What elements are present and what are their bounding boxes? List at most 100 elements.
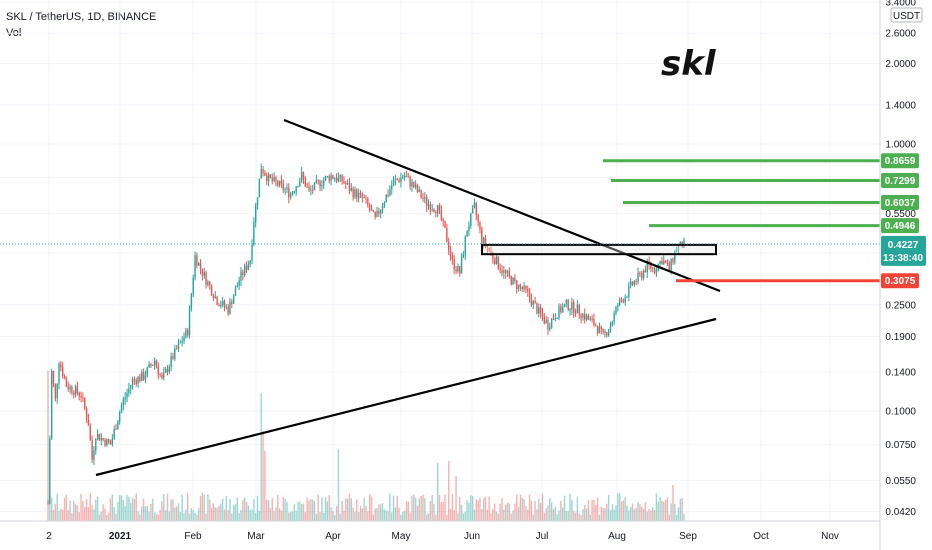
candle-body — [563, 304, 566, 307]
candle-body — [348, 183, 351, 191]
volume-bar — [433, 503, 435, 521]
candle-body — [199, 262, 202, 269]
volume-bar — [512, 510, 514, 521]
candle-body — [556, 318, 558, 320]
currency-badge[interactable]: USDT — [890, 7, 923, 23]
volume-bar — [277, 494, 279, 521]
candle-body — [236, 285, 239, 288]
candle-body — [532, 301, 534, 305]
candle-body — [212, 295, 215, 299]
volume-bar — [264, 451, 266, 521]
volume-bar — [334, 514, 336, 521]
candle-body — [203, 272, 205, 276]
volume-bar — [405, 501, 408, 521]
volume-bar — [541, 493, 544, 521]
candle-body — [73, 392, 75, 395]
ascending-trendline[interactable] — [95, 317, 717, 477]
candle-body — [457, 266, 459, 272]
volume-bar — [413, 494, 415, 521]
candle-body — [661, 260, 663, 265]
volume-bar — [175, 506, 178, 521]
volume-bar — [166, 493, 169, 521]
candle-body — [578, 304, 580, 315]
volume-bar — [205, 513, 207, 521]
candle-body — [471, 207, 474, 214]
candle-body — [159, 374, 161, 376]
volume-bar — [142, 498, 145, 521]
volume-bar — [561, 507, 564, 521]
candle-body — [214, 296, 216, 299]
volume-bar — [475, 499, 477, 521]
candle-body — [512, 277, 514, 285]
volume-bar — [435, 514, 437, 521]
volume-bar — [598, 514, 601, 521]
candle-body — [679, 241, 682, 246]
candle-body — [593, 318, 595, 326]
volume-bar — [593, 499, 595, 521]
candle-body — [448, 241, 450, 251]
volume-bar — [589, 514, 591, 521]
volume-bar — [578, 513, 580, 521]
candle-body — [47, 503, 49, 505]
volume-bar — [495, 511, 498, 521]
volume-bar — [459, 497, 461, 521]
price-level-badge — [881, 273, 919, 289]
candle-body — [67, 386, 69, 390]
volume-bar — [508, 503, 511, 521]
volume-bar — [253, 499, 255, 521]
volume-bar — [368, 494, 371, 521]
volume-bar — [324, 497, 327, 521]
volume-bar — [365, 505, 367, 521]
volume-bars — [47, 371, 685, 521]
candle-body — [247, 264, 250, 270]
volume-bar — [661, 501, 663, 521]
volume-bar — [302, 503, 305, 521]
volume-bar — [258, 510, 261, 521]
volume-bar — [172, 499, 174, 521]
volume-bar — [650, 510, 652, 521]
y-tick-label: 3.4000 — [885, 0, 916, 9]
volume-bar — [89, 493, 91, 521]
volume-bar — [289, 511, 292, 521]
candle-body — [341, 174, 343, 182]
candle-body — [107, 439, 110, 442]
descending-trendline[interactable] — [283, 118, 721, 293]
candle-body — [392, 179, 395, 186]
candle-body — [95, 439, 97, 451]
candle-body — [266, 175, 268, 181]
volume-bar — [528, 494, 531, 521]
candle-body — [185, 329, 187, 338]
volume-bar — [335, 506, 338, 521]
volume-bar — [120, 495, 123, 521]
volume-bar — [148, 511, 150, 521]
candle-body — [642, 270, 645, 278]
volume-bar — [74, 504, 77, 521]
volume-bar — [414, 497, 417, 521]
volume-bar — [606, 503, 608, 521]
candle-body — [186, 329, 189, 336]
time-axis[interactable]: 2 2021 Feb Mar Apr May Jun Jul Aug Sep Oct Nov — [46, 531, 839, 542]
candle-body — [368, 204, 371, 210]
candle-body — [258, 178, 261, 198]
volume-bar — [190, 508, 193, 521]
volume-bar — [642, 508, 645, 521]
volume-bar — [337, 449, 340, 521]
candle-body — [372, 210, 375, 212]
candle-body — [573, 302, 575, 313]
volume-bar — [153, 512, 156, 521]
resistance-box[interactable] — [481, 243, 717, 256]
volume-bar — [391, 512, 393, 521]
candle-body — [460, 257, 463, 274]
volume-bar — [652, 507, 654, 521]
candle-body — [354, 189, 356, 198]
candle-body — [675, 249, 678, 252]
volume-bar — [444, 494, 446, 521]
volume-bar — [609, 510, 612, 521]
volume-bar — [363, 497, 365, 521]
volume-bar — [503, 509, 505, 521]
volume-bar — [600, 506, 602, 521]
price-level-badge — [881, 173, 919, 189]
candle-body — [385, 194, 387, 203]
volume-bar — [484, 496, 487, 521]
